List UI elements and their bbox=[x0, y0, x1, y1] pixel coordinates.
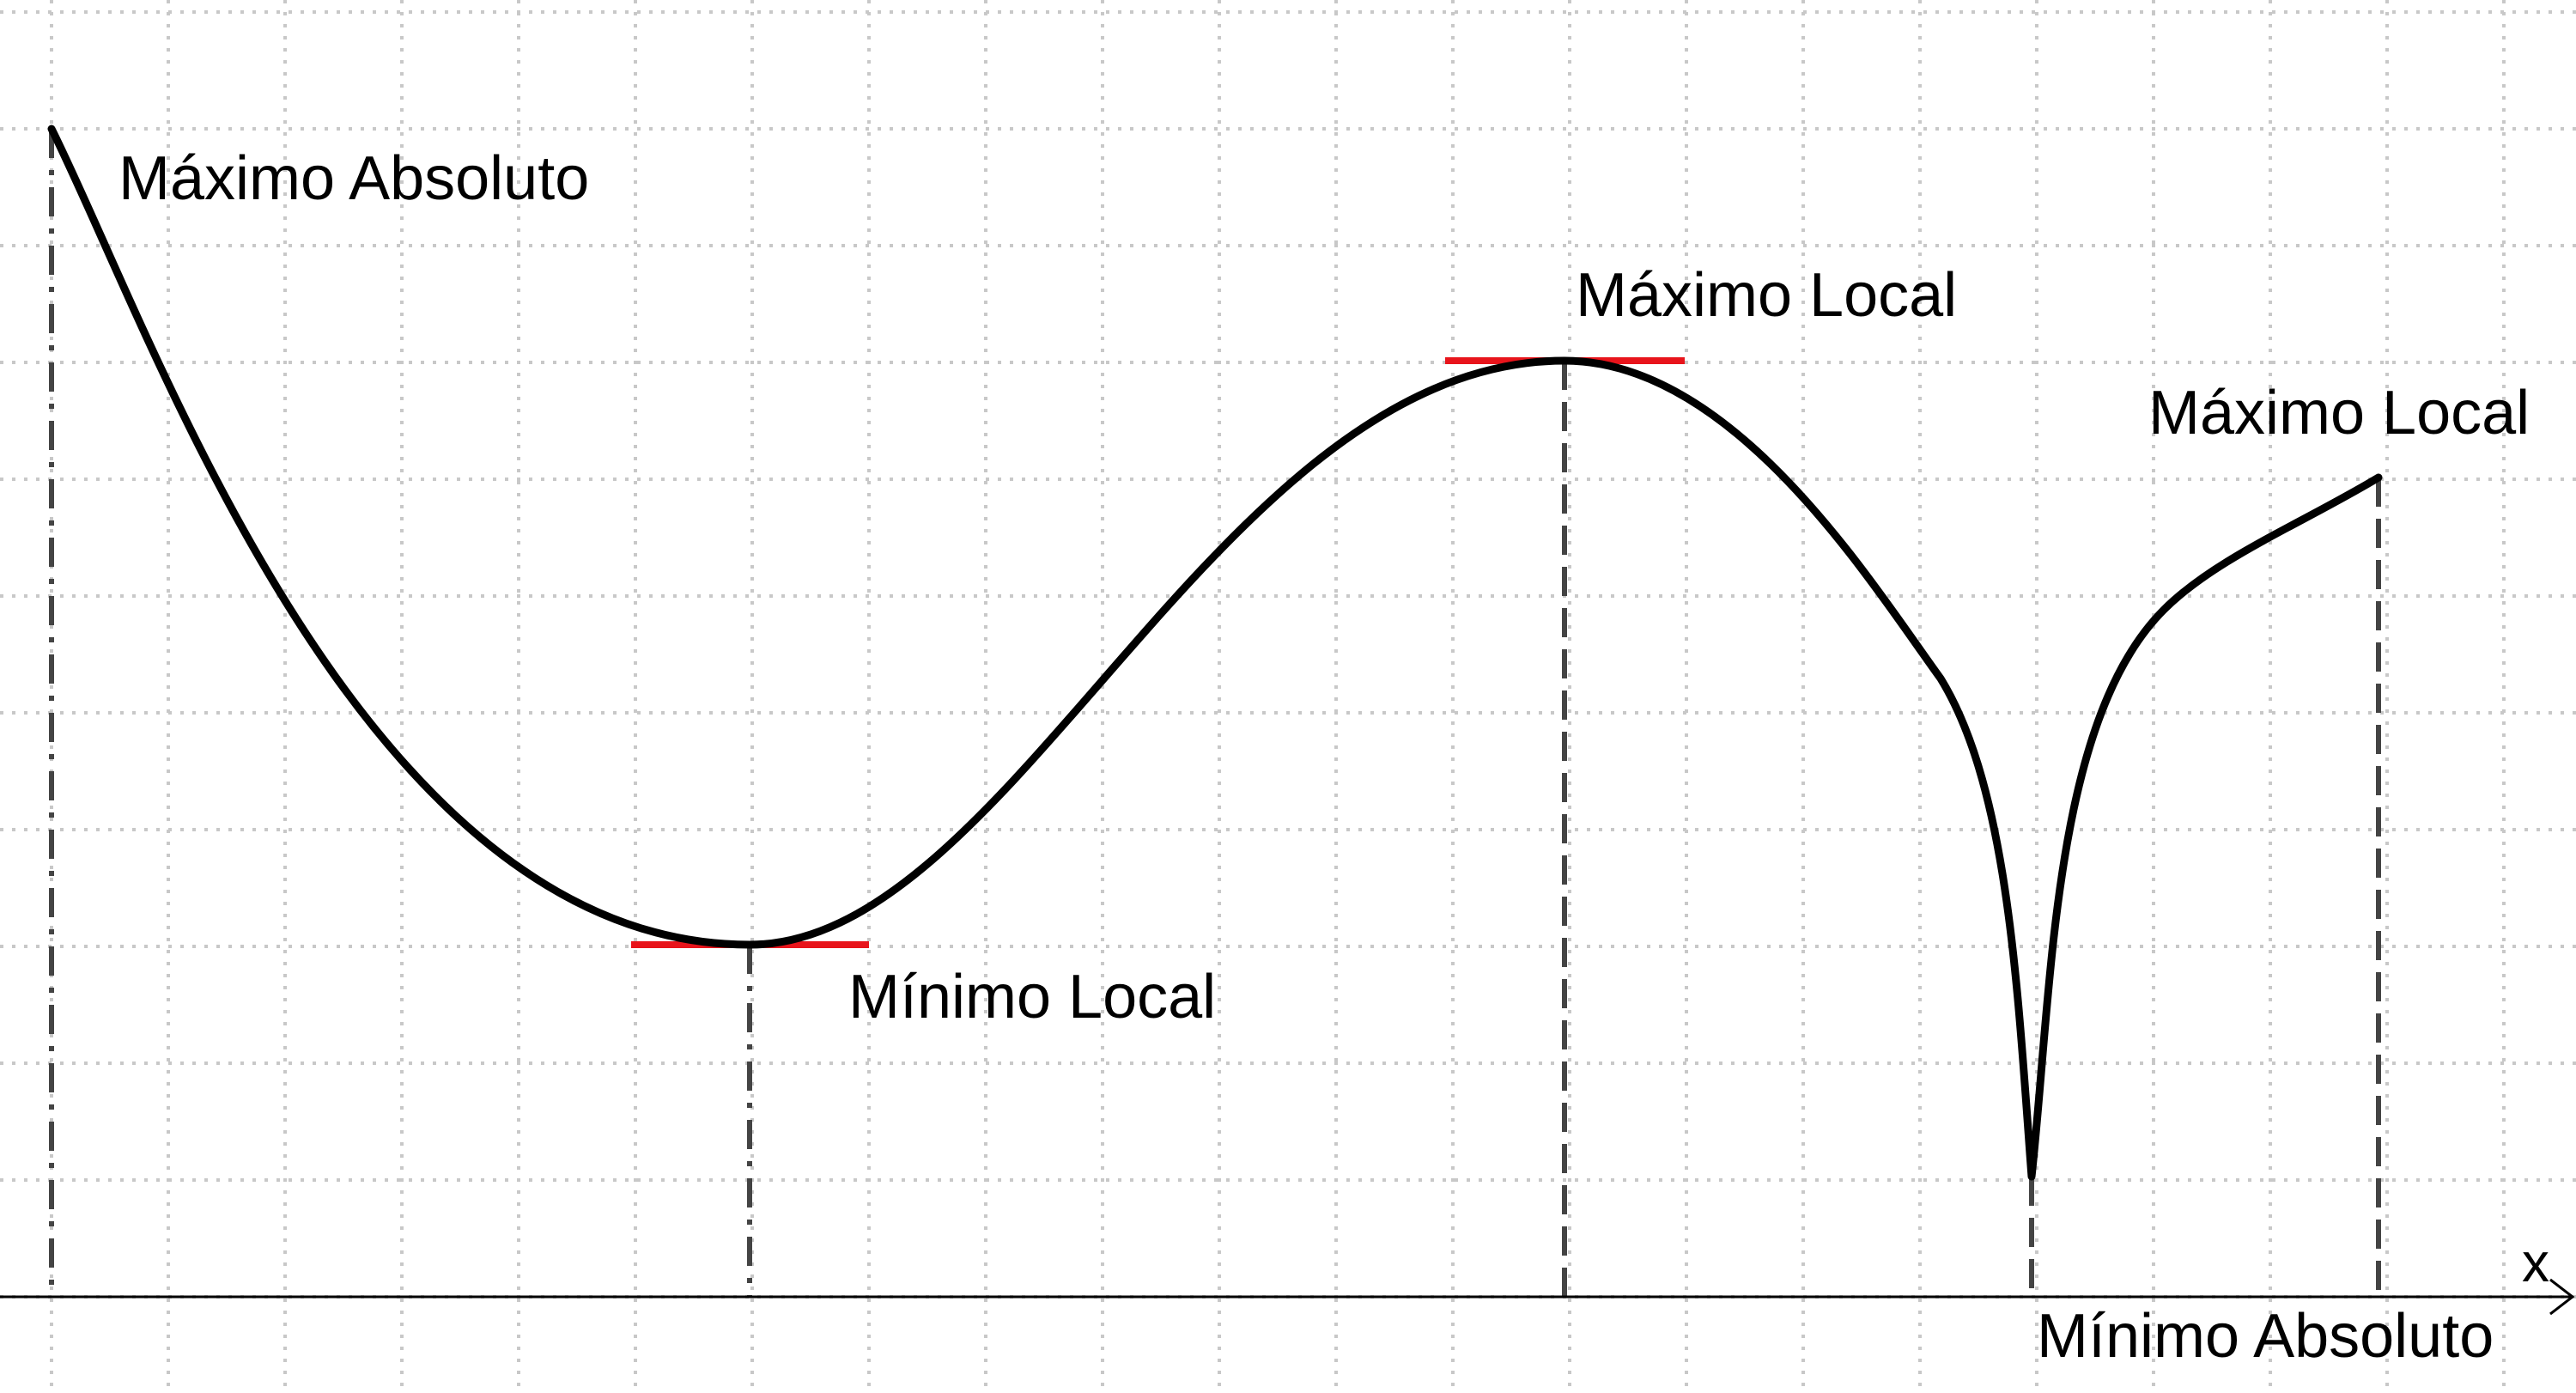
label-min-abs: Mínimo Absoluto bbox=[2037, 1302, 2494, 1371]
x-axis: x bbox=[0, 1232, 2575, 1316]
label-min-local: Mínimo Local bbox=[848, 963, 1216, 1031]
label-max-local-1: Máximo Local bbox=[1576, 261, 1957, 330]
point-labels: Máximo Absoluto Mínimo Local Máximo Loca… bbox=[118, 144, 2530, 1371]
label-max-local-2: Máximo Local bbox=[2148, 379, 2530, 447]
function-curve bbox=[47, 125, 2383, 1181]
label-max-abs: Máximo Absoluto bbox=[118, 144, 589, 213]
x-axis-label: x bbox=[2522, 1232, 2549, 1293]
x-axis-arrow-icon bbox=[2549, 1278, 2575, 1316]
tangent-lines bbox=[631, 357, 1685, 948]
vertical-guide-lines bbox=[49, 129, 2381, 1297]
